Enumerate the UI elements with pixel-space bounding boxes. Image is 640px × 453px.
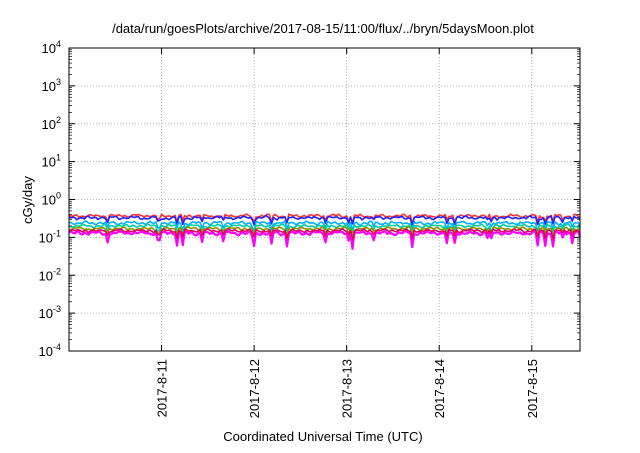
tick-layer: 10-4 10-3 10-2 10-1 100 101 102 103 104 2017-8-11…	[39, 39, 580, 418]
y-tick-label: 10-1	[39, 228, 61, 245]
series-layer	[68, 213, 582, 250]
y-tick-label: 10-4	[39, 342, 61, 359]
series-line-2	[68, 214, 581, 227]
x-tick-label: 2017-8-14	[432, 359, 447, 418]
grid-layer	[69, 48, 580, 351]
series-line-0	[68, 229, 582, 250]
chart-title: /data/run/goesPlots/archive/2017-08-15/1…	[112, 21, 534, 36]
y-tick-label: 100	[42, 191, 61, 208]
x-tick-label: 2017-8-15	[525, 359, 540, 418]
series-line-4	[68, 223, 581, 235]
y-tick-label: 10-2	[39, 266, 61, 283]
y-axis-label: cGy/day	[20, 176, 35, 224]
x-tick-label: 2017-8-13	[340, 359, 355, 418]
series-line-5	[68, 225, 581, 238]
y-tick-label: 10-3	[39, 304, 61, 321]
x-tick-label: 2017-8-12	[247, 359, 262, 418]
x-axis-label: Coordinated Universal Time (UTC)	[223, 429, 422, 444]
x-tick-label: 2017-8-11	[155, 359, 170, 417]
y-tick-label: 101	[42, 153, 61, 170]
y-tick-label: 104	[42, 39, 61, 56]
y-tick-label: 102	[42, 115, 61, 132]
series-line-6	[68, 228, 581, 241]
y-tick-label: 103	[42, 77, 61, 94]
